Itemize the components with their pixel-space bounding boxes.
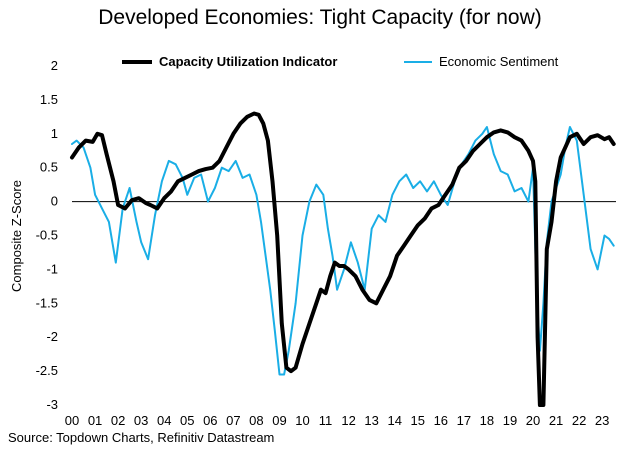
y-tick-label: 1 xyxy=(51,126,58,141)
x-tick-label: 16 xyxy=(434,413,448,428)
x-tick-label: 08 xyxy=(249,413,263,428)
x-tick-label: 11 xyxy=(319,413,333,428)
x-tick-label: 12 xyxy=(341,413,355,428)
x-tick-label: 06 xyxy=(203,413,217,428)
y-tick-label: 2 xyxy=(51,58,58,73)
x-tick-label: 04 xyxy=(157,413,171,428)
y-tick-label: -2.5 xyxy=(36,363,58,378)
x-tick-label: 15 xyxy=(411,413,425,428)
x-tick-label: 10 xyxy=(295,413,309,428)
series-line-capacity-utilization xyxy=(70,111,616,407)
x-tick-label: 00 xyxy=(65,413,79,428)
x-tick-label: 21 xyxy=(549,413,563,428)
x-tick-label: 01 xyxy=(88,413,102,428)
source-note: Source: Topdown Charts, Refinitiv Datast… xyxy=(8,430,275,445)
y-axis-label: Composite Z-Score xyxy=(9,180,24,292)
y-tick-label: -2 xyxy=(46,329,58,344)
x-tick-label: 23 xyxy=(595,413,609,428)
y-tick-label: 0 xyxy=(51,194,58,209)
x-tick-label: 02 xyxy=(111,413,125,428)
x-tick-label: 07 xyxy=(226,413,240,428)
x-tick-label: 20 xyxy=(526,413,540,428)
x-tick-label: 18 xyxy=(480,413,494,428)
x-tick-label: 09 xyxy=(272,413,286,428)
x-tick-label: 14 xyxy=(387,413,401,428)
x-tick-label: 13 xyxy=(364,413,378,428)
y-tick-label: -3 xyxy=(46,397,58,412)
x-tick-label: 19 xyxy=(503,413,517,428)
y-tick-label: -1.5 xyxy=(36,295,58,310)
legend-label-economic-sentiment: Economic Sentiment xyxy=(439,54,559,69)
x-tick-label: 22 xyxy=(572,413,586,428)
y-tick-label: 1.5 xyxy=(40,92,58,107)
x-tick-label: 17 xyxy=(457,413,471,428)
chart-title: Developed Economies: Tight Capacity (for… xyxy=(98,6,542,29)
legend-label-capacity-utilization: Capacity Utilization Indicator xyxy=(159,54,337,69)
x-tick-label: 03 xyxy=(134,413,148,428)
x-tick-label: 05 xyxy=(180,413,194,428)
y-tick-label: -1 xyxy=(46,261,58,276)
y-tick-label: -0.5 xyxy=(36,228,58,243)
y-tick-label: 0.5 xyxy=(40,160,58,175)
legend: Capacity Utilization Indicator Economic … xyxy=(122,54,559,69)
